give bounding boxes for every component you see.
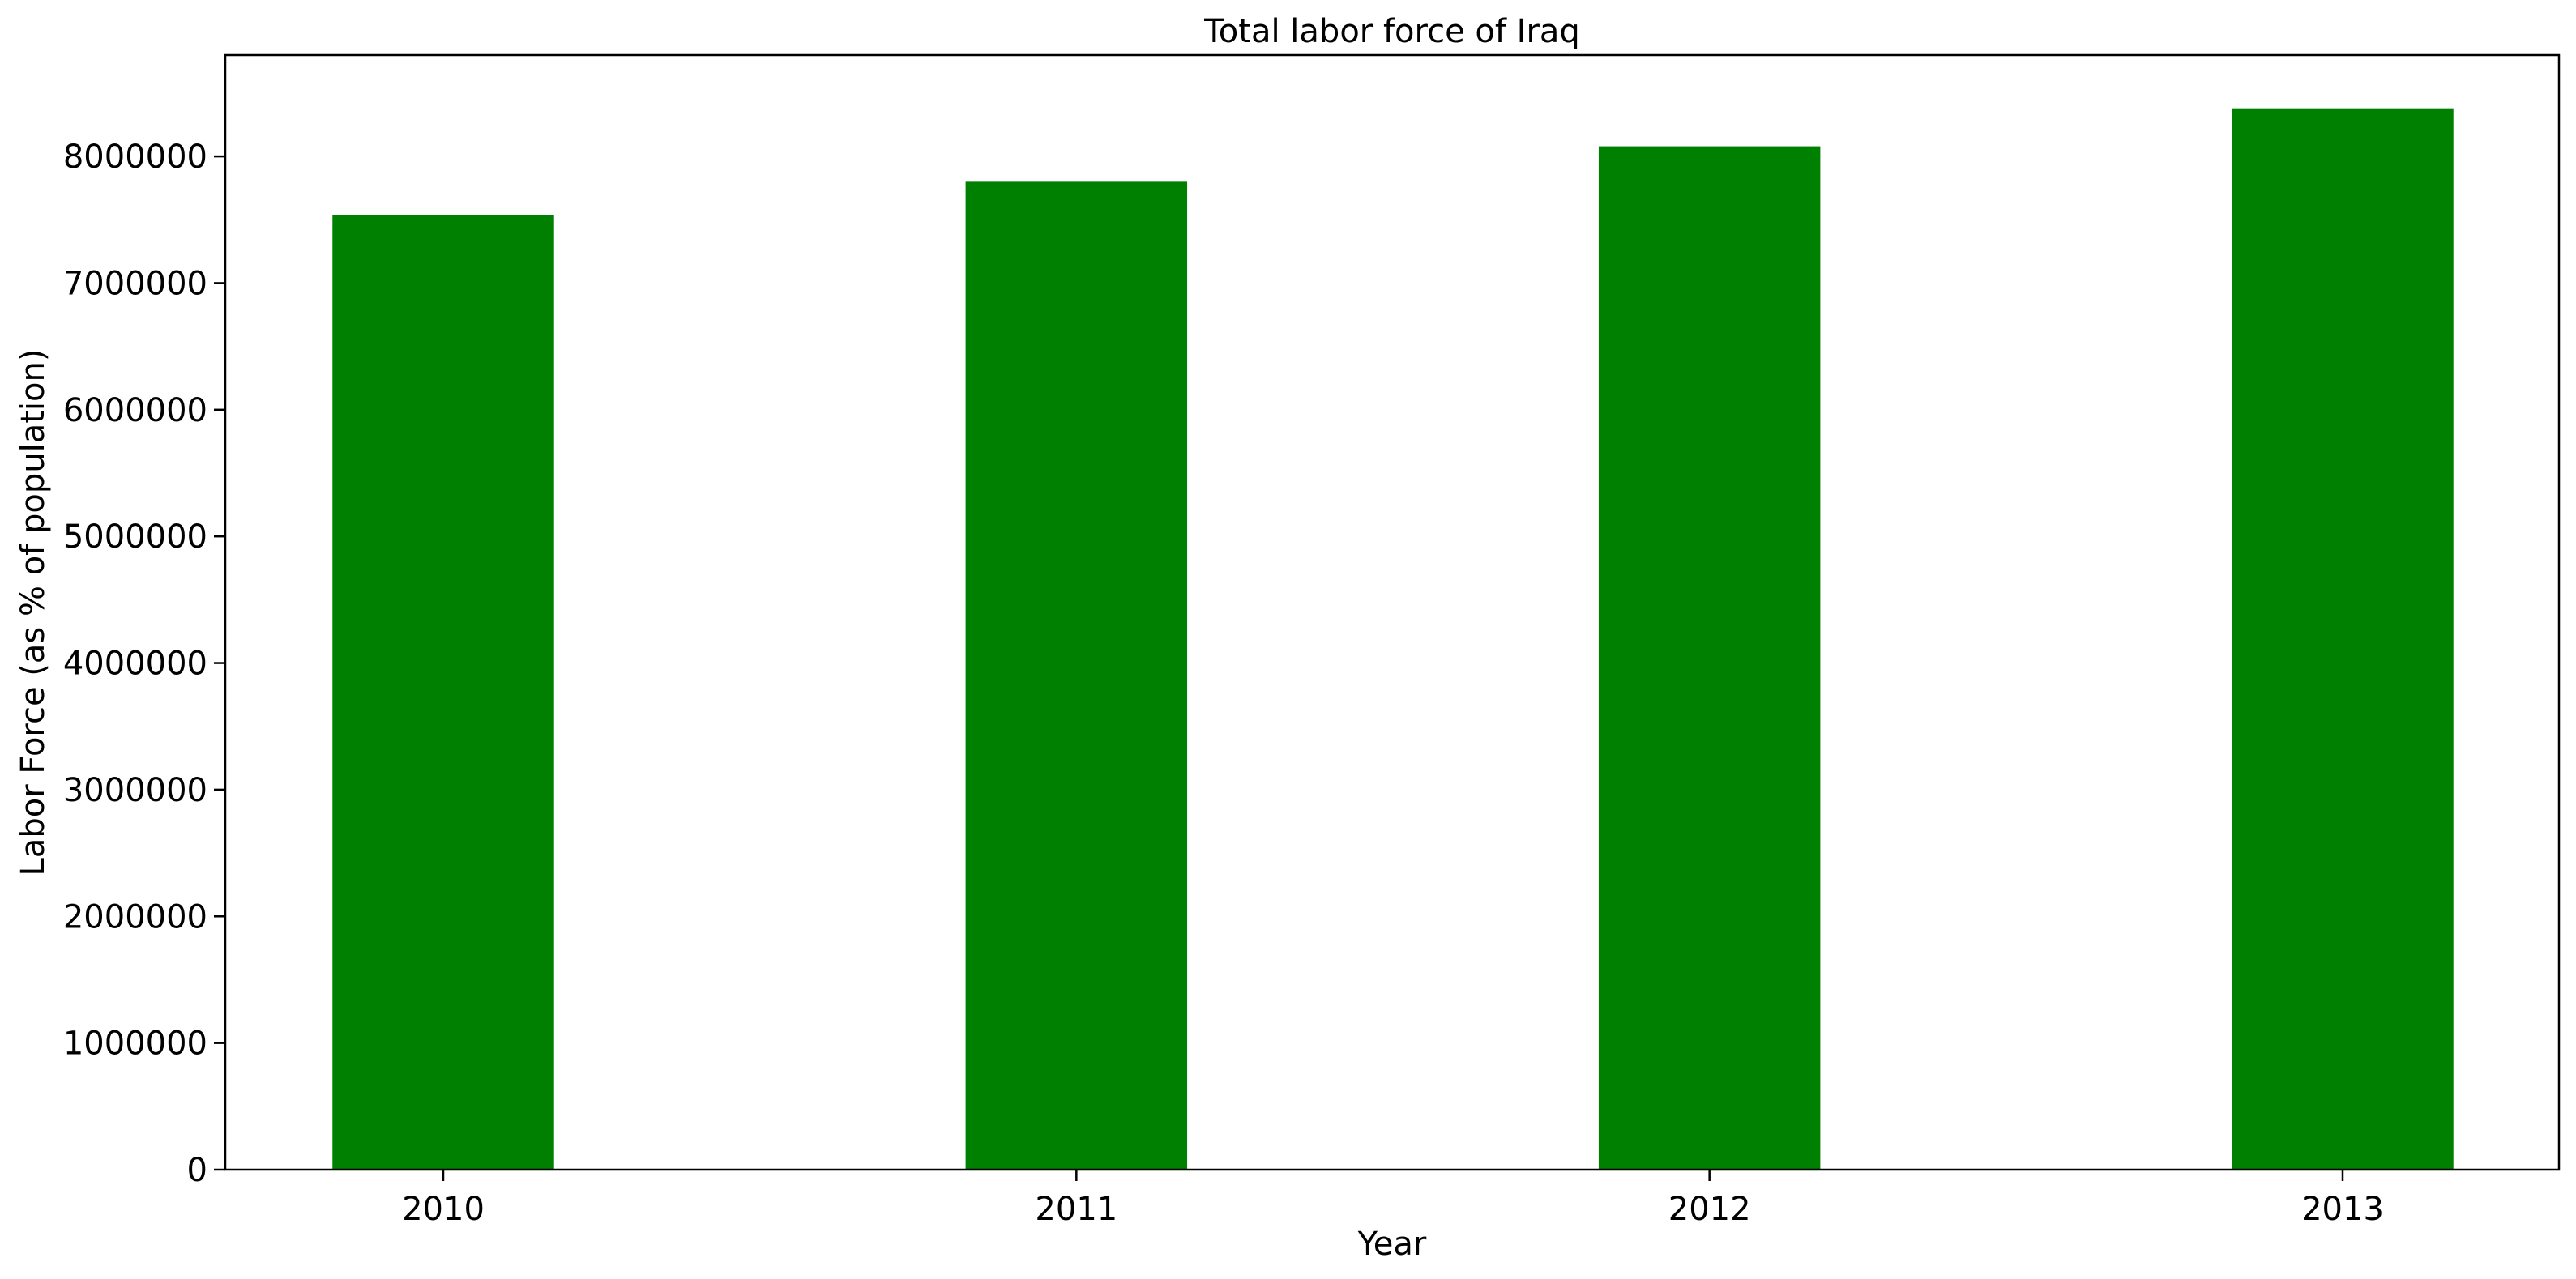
- x-axis-ticks: 2010 2011 2012 2013: [402, 1170, 2384, 1228]
- x-tick-label: 2011: [1035, 1191, 1117, 1228]
- bar-2013: [2232, 108, 2454, 1170]
- x-tick-label: 2012: [1668, 1191, 1751, 1228]
- x-tick-label: 2013: [2301, 1191, 2384, 1228]
- y-tick-label: 2000000: [63, 898, 207, 936]
- y-tick-label: 1000000: [63, 1025, 207, 1063]
- y-tick-label: 0: [187, 1152, 207, 1189]
- y-tick-label: 8000000: [63, 139, 207, 176]
- bar-2010: [332, 215, 554, 1170]
- y-tick-label: 6000000: [63, 392, 207, 429]
- chart-title: Total labor force of Iraq: [1203, 13, 1580, 50]
- x-tick-label: 2010: [402, 1191, 485, 1228]
- x-axis-title: Year: [1357, 1226, 1427, 1263]
- y-tick-label: 7000000: [63, 265, 207, 302]
- bar-2012: [1598, 146, 1821, 1170]
- y-tick-label: 3000000: [63, 772, 207, 809]
- plot-frame: [224, 53, 2561, 1171]
- y-axis-ticks: 0 1000000 2000000 3000000 4000000 5000000 6000…: [63, 139, 225, 1189]
- y-tick-label: 4000000: [63, 646, 207, 683]
- bar-2011: [965, 181, 1188, 1170]
- y-tick-label: 5000000: [63, 518, 207, 556]
- y-axis-title: Labor Force (as % of population): [15, 349, 52, 876]
- bars-group: [332, 108, 2454, 1170]
